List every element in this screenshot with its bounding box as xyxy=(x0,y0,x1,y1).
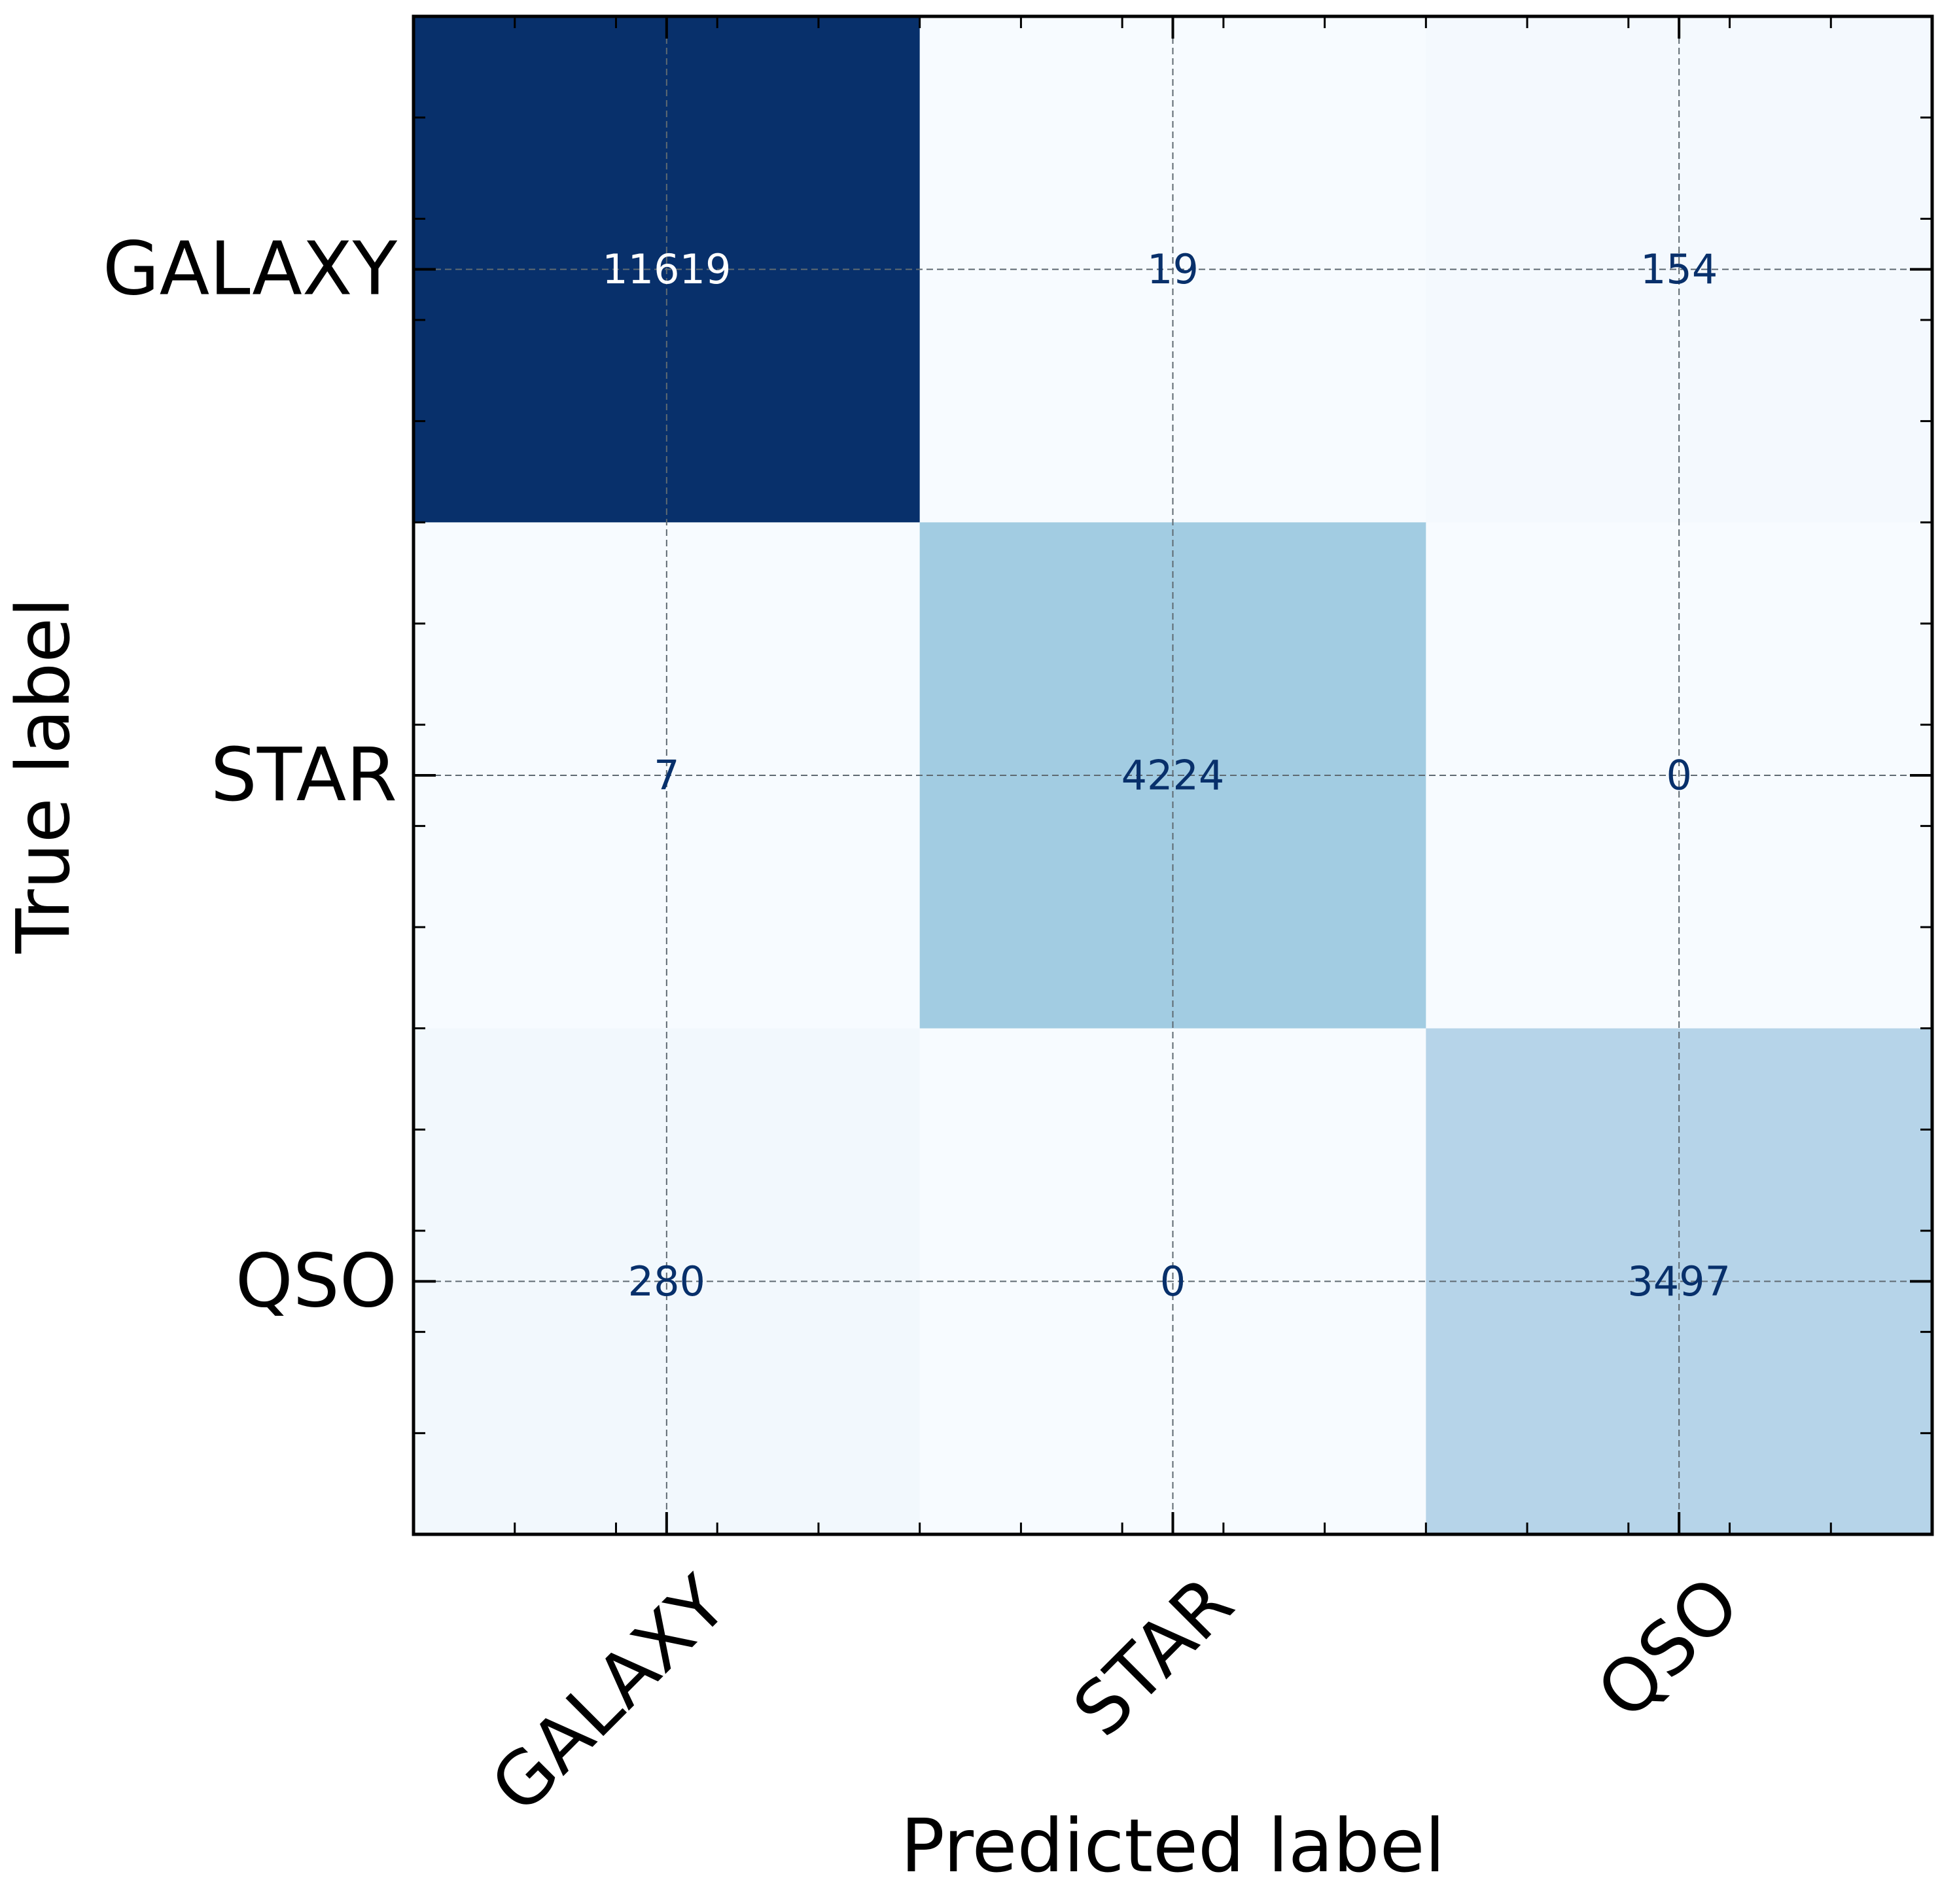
cell-value-labels: 11619 19 154 7 4224 0 280 0 3497 xyxy=(602,245,1731,1305)
axis-ticks xyxy=(414,16,1932,1534)
y-axis-label: True label xyxy=(1,597,86,954)
grid-lines xyxy=(414,16,1932,1534)
x-tick-label: STAR xyxy=(1057,1560,1250,1753)
x-tick-labels: GALAXY STAR QSO xyxy=(475,1560,1756,1829)
cell-value-label: 0 xyxy=(1666,752,1691,800)
cell-value-label: 11619 xyxy=(602,245,731,293)
cell-value-label: 3497 xyxy=(1627,1258,1731,1305)
y-tick-labels: GALAXY STAR QSO xyxy=(103,227,398,1324)
cell-value-label: 4224 xyxy=(1121,752,1225,800)
cell-value-label: 7 xyxy=(654,752,679,800)
y-tick-label: GALAXY xyxy=(103,227,398,312)
x-axis-label: Predicted label xyxy=(900,1804,1445,1889)
y-tick-label: STAR xyxy=(211,733,397,818)
cell-value-label: 0 xyxy=(1160,1258,1186,1305)
plot-frame xyxy=(412,14,1934,1536)
cell-value-label: 19 xyxy=(1147,245,1199,293)
x-tick-label: GALAXY xyxy=(475,1560,744,1829)
y-tick-label: QSO xyxy=(236,1239,397,1324)
cell-value-label: 280 xyxy=(628,1258,705,1305)
x-tick-label: QSO xyxy=(1581,1560,1756,1735)
cell-value-label: 154 xyxy=(1640,245,1718,293)
